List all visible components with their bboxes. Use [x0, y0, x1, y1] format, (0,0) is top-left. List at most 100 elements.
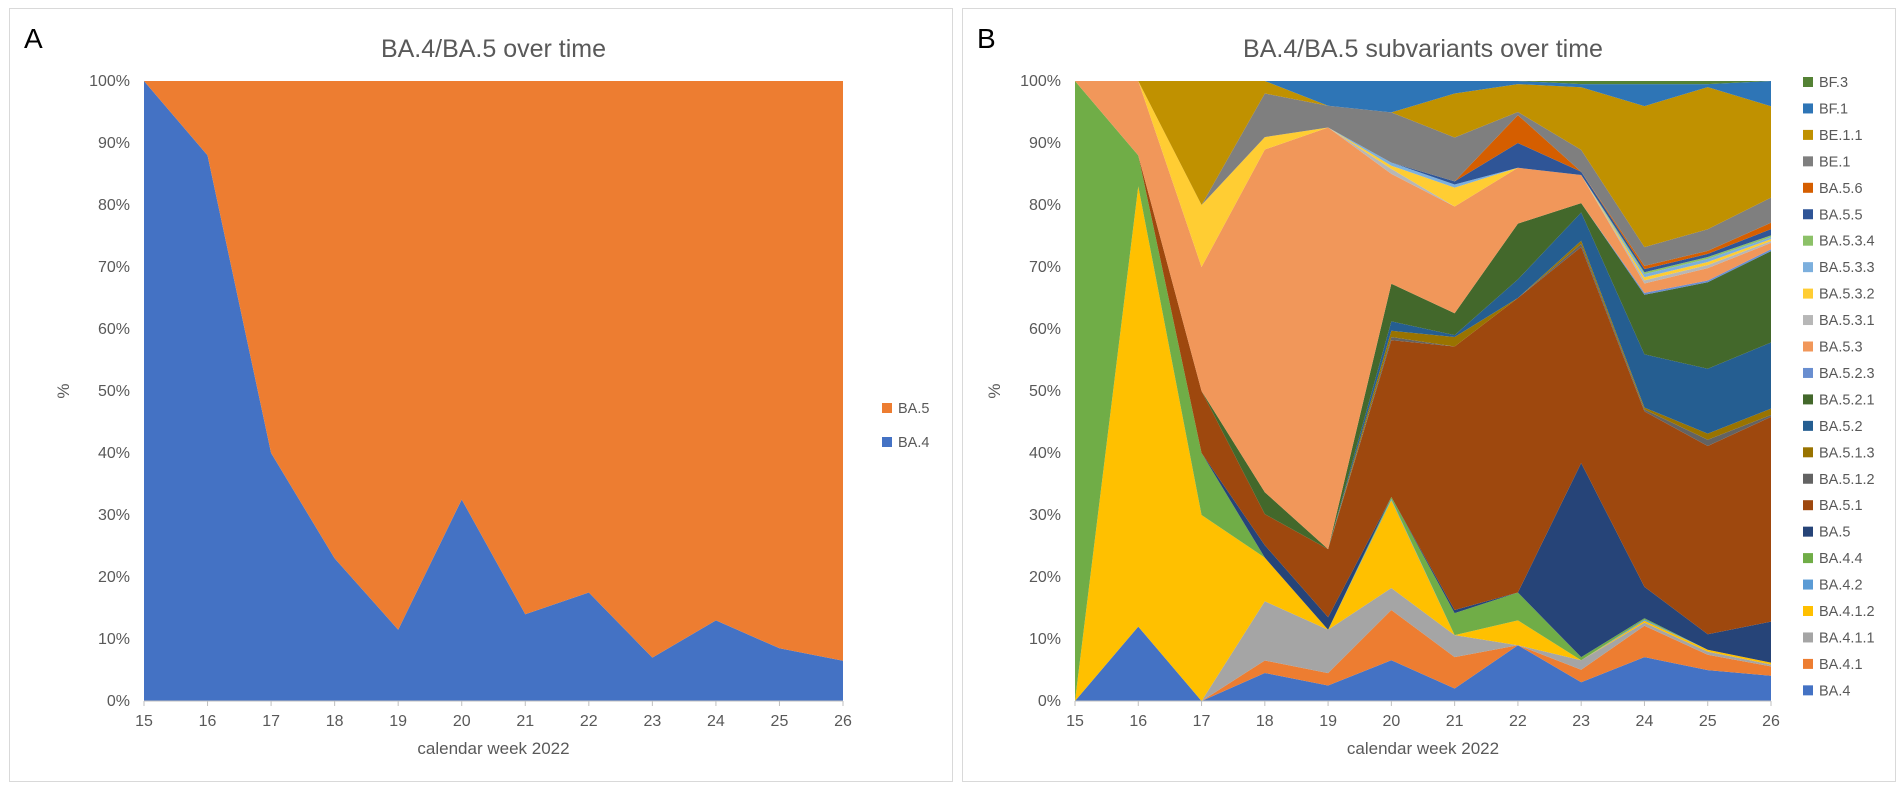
legend-label: BA.4.2	[1819, 578, 1863, 594]
x-tick-label: 19	[1319, 713, 1337, 730]
legend-swatch	[1803, 632, 1813, 643]
legend-label: BA.5.3.3	[1819, 260, 1875, 276]
x-tick-label: 15	[1066, 713, 1084, 730]
y-tick-label: 60%	[1029, 321, 1061, 338]
y-tick-label: 70%	[98, 259, 130, 276]
x-tick-label: 18	[1256, 713, 1274, 730]
x-tick-label: 16	[199, 713, 217, 730]
legend-swatch	[1803, 77, 1813, 87]
legend-item: BA.5.3	[1803, 340, 1863, 356]
legend-label: BA.5	[1819, 525, 1850, 541]
legend-label: BA.5.3.4	[1819, 234, 1875, 250]
legend-swatch	[1803, 209, 1813, 220]
y-tick-label: 90%	[98, 135, 130, 152]
y-tick-label: 40%	[1029, 445, 1061, 462]
y-tick-label: 60%	[98, 321, 130, 338]
legend-item: BE.1.1	[1803, 128, 1863, 144]
legend-item: BA.5.3.2	[1803, 287, 1875, 303]
legend-item: BE.1	[1803, 154, 1850, 170]
x-tick-label: 22	[580, 713, 598, 730]
legend-label: BA.5.2.3	[1819, 366, 1875, 382]
panel-a-letter: A	[24, 23, 43, 54]
y-tick-label: 80%	[1029, 197, 1061, 214]
legend-item: BA.5.3.4	[1803, 234, 1875, 250]
legend-swatch	[1803, 473, 1813, 484]
legend-swatch	[1803, 420, 1813, 431]
x-tick-label: 18	[326, 713, 344, 730]
legend-swatch	[1803, 235, 1813, 246]
legend-item: BA.4.1	[1803, 657, 1863, 673]
legend-item: BA.4.1.2	[1803, 604, 1875, 620]
legend-swatch	[1803, 447, 1813, 458]
legend-label: BE.1.1	[1819, 128, 1863, 144]
y-axis-label: %	[985, 383, 1004, 398]
legend-label: BA.5.6	[1819, 181, 1863, 197]
legend-swatch	[1803, 262, 1813, 273]
area-ba-5-2-1	[1075, 81, 1771, 550]
legend-item: BA.5.5	[1803, 207, 1863, 223]
legend-swatch	[1803, 315, 1813, 326]
legend-label: BF.1	[1819, 101, 1848, 117]
x-tick-label: 23	[643, 713, 661, 730]
chart-a: BA.4/BA.5 over time 0% 10% 20% 30% 40% 50% 60% 7…	[54, 35, 929, 758]
legend-swatch	[1803, 103, 1813, 114]
y-tick-label: 100%	[1020, 73, 1061, 90]
legend-label: BA.4	[1819, 683, 1850, 699]
area-be-1-1	[1075, 81, 1771, 248]
legend-item: BA.5.1	[1803, 498, 1863, 514]
legend-label: BA.5.1.3	[1819, 445, 1875, 461]
area-ba-5	[144, 81, 843, 661]
area-ba-4-1	[1075, 610, 1771, 701]
x-tick-label: 16	[1129, 713, 1147, 730]
area-ba-4	[1075, 626, 1771, 701]
legend-item: BA.5.2.1	[1803, 392, 1875, 408]
x-axis-label: calendar week 2022	[417, 739, 569, 758]
x-tick-label: 19	[389, 713, 407, 730]
legend-swatch	[1803, 182, 1813, 193]
y-tick-label: 50%	[1029, 383, 1061, 400]
y-tick-label: 40%	[98, 445, 130, 462]
legend-swatch	[882, 437, 892, 447]
legend-item: BA.4.1.1	[1803, 630, 1875, 646]
y-tick-label: 0%	[107, 693, 130, 710]
y-tick-label: 20%	[98, 569, 130, 586]
x-tick-label: 25	[771, 713, 789, 730]
x-tick-label: 17	[1193, 713, 1211, 730]
x-tick-label: 21	[516, 713, 534, 730]
y-tick-label: 90%	[1029, 135, 1061, 152]
y-tick-label: 30%	[1029, 507, 1061, 524]
y-tick-label: 70%	[1029, 259, 1061, 276]
legend-item: BA.4.4	[1803, 551, 1863, 567]
x-tick-label: 21	[1446, 713, 1464, 730]
y-tick-label: 80%	[98, 197, 130, 214]
legend-swatch	[1803, 341, 1813, 352]
legend-item: BF.3	[1803, 75, 1848, 91]
area-be-1	[1075, 81, 1771, 266]
y-axis-label: %	[54, 383, 73, 398]
x-tick-label: 17	[262, 713, 280, 730]
x-tick-label: 24	[1636, 713, 1654, 730]
legend-item: BA.5	[1803, 525, 1850, 541]
legend-swatch	[1803, 129, 1813, 140]
area-ba-5	[1075, 81, 1771, 663]
chart-title: BA.4/BA.5 subvariants over time	[1243, 35, 1603, 63]
legend-label: BA.5.3.1	[1819, 313, 1875, 329]
y-tick-label: 20%	[1029, 569, 1061, 586]
legend-item: BA.4	[1803, 683, 1850, 699]
panel-b-letter: B	[977, 23, 996, 54]
legend-swatch	[1803, 685, 1813, 696]
y-tick-label: 30%	[98, 507, 130, 524]
y-tick-label: 0%	[1038, 693, 1061, 710]
legend-label: BA.5.2	[1819, 419, 1863, 435]
y-tick-label: 50%	[98, 383, 130, 400]
legend-item: BA.5.3.3	[1803, 260, 1875, 276]
legend-label: BA.5.1.2	[1819, 472, 1875, 488]
area-ba-5-3	[1075, 81, 1771, 550]
legend-swatch	[882, 403, 892, 413]
x-tick-label: 26	[834, 713, 852, 730]
legend-swatch	[1803, 394, 1813, 405]
legend-label: BA.4	[898, 435, 929, 451]
y-tick-label: 100%	[89, 73, 130, 90]
legend-label: BE.1	[1819, 154, 1850, 170]
x-tick-label: 20	[453, 713, 471, 730]
